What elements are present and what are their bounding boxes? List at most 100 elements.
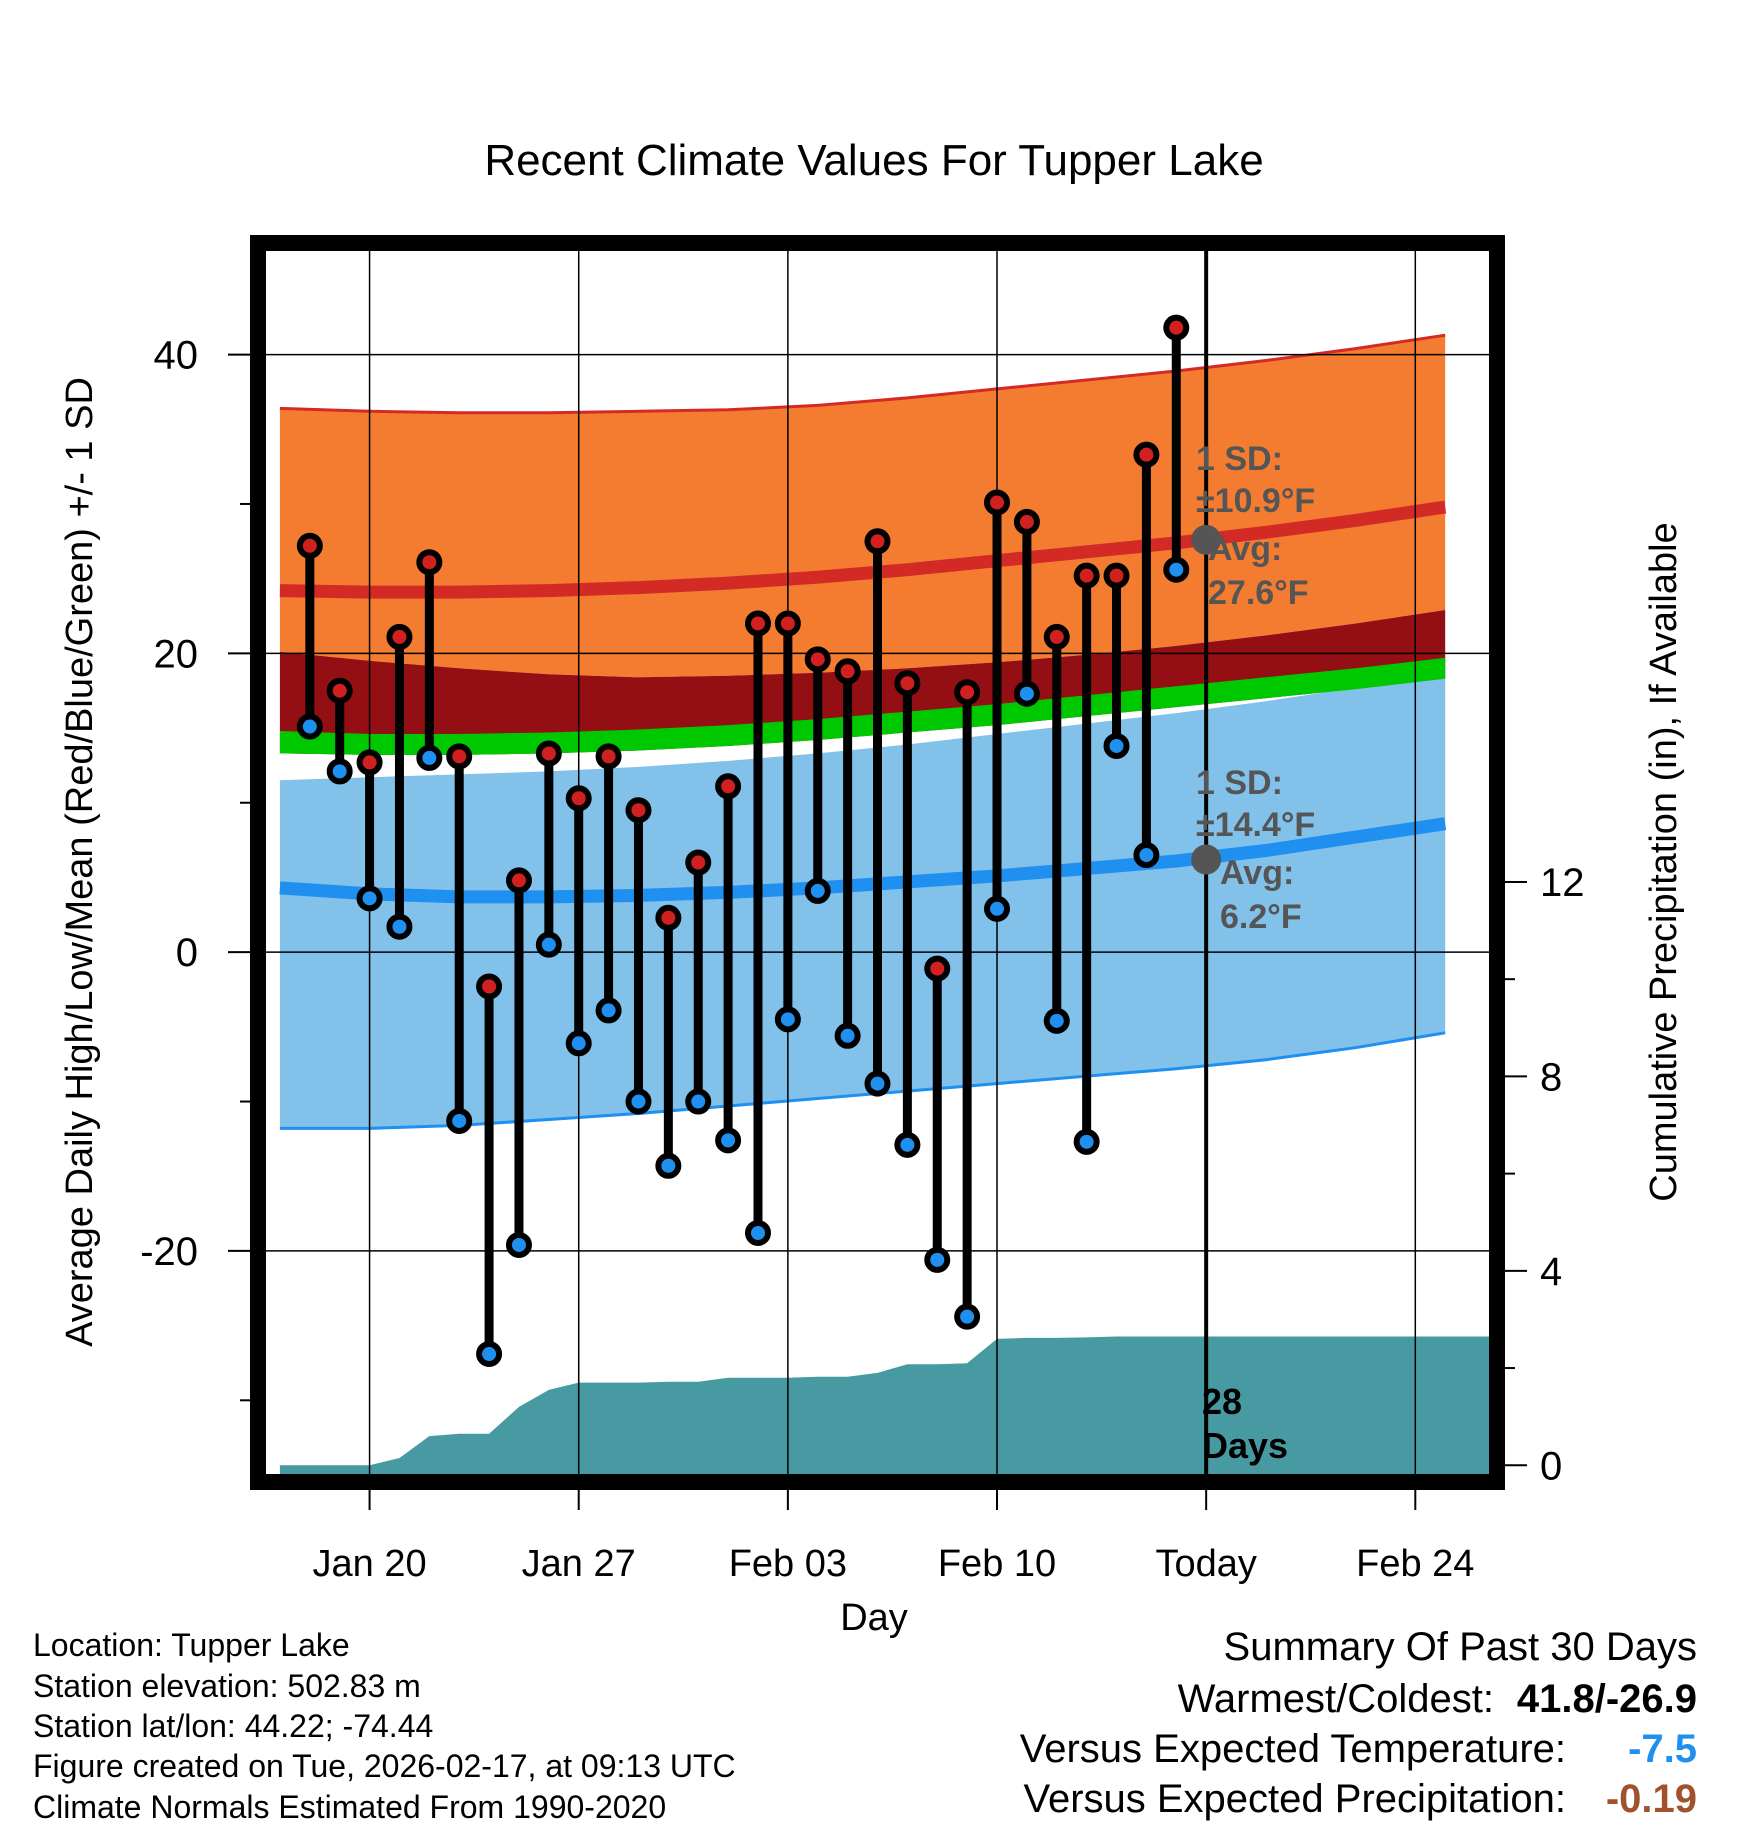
low-point	[595, 997, 622, 1024]
low-lower-sd-line	[279, 1031, 1446, 1130]
high-point	[954, 679, 981, 706]
summary-title: Summary Of Past 30 Days	[1224, 1625, 1697, 1669]
high-point	[864, 528, 891, 555]
high-point	[1073, 562, 1100, 589]
high-point	[774, 610, 801, 637]
high-point	[924, 955, 951, 982]
high-point	[655, 904, 682, 931]
low-point	[625, 1088, 652, 1115]
low-point	[774, 1006, 801, 1033]
x-tick-label: Feb 24	[1356, 1543, 1474, 1585]
info-normals: Climate Normals Estimated From 1990-2020	[33, 1789, 666, 1825]
low-point	[476, 1340, 503, 1367]
high-sd-value: ±10.9°F	[1196, 482, 1315, 520]
y2-axis-label: Cumulative Precipitation (in), If Availa…	[1643, 522, 1685, 1201]
days-label: Days	[1202, 1425, 1288, 1466]
low-point	[804, 877, 831, 904]
low-point	[715, 1127, 742, 1154]
low-point	[1043, 1007, 1070, 1034]
high-point	[505, 867, 532, 894]
low-point	[565, 1030, 592, 1057]
high-avg-line	[279, 500, 1447, 599]
low-point	[1103, 732, 1130, 759]
low-avg-line	[279, 817, 1447, 904]
low-point	[894, 1131, 921, 1158]
high-point	[1013, 508, 1040, 535]
high-point	[1043, 623, 1070, 650]
high-avg-today-dot	[1191, 524, 1222, 555]
summary-temp-label: Versus Expected Temperature:	[1020, 1727, 1566, 1771]
high-point	[894, 670, 921, 697]
low-point	[446, 1107, 473, 1134]
high-point	[296, 532, 323, 559]
x-tick-label: Feb 10	[938, 1543, 1056, 1585]
low-point	[416, 744, 443, 771]
info-elevation: Station elevation: 502.83 m	[33, 1668, 421, 1704]
high-point	[416, 549, 443, 576]
low-avg-value: 6.2°F	[1220, 898, 1302, 936]
low-point	[984, 895, 1011, 922]
high-point	[685, 849, 712, 876]
summary-panel: Summary Of Past 30 Days Warmest/Coldest:…	[1020, 1625, 1697, 1821]
station-info: Location: Tupper Lake Station elevation:…	[33, 1627, 736, 1825]
summary-warmest-label: Warmest/Coldest:	[1178, 1677, 1494, 1721]
annotations: 1 SD: ±10.9°F Avg: 27.6°F 1 SD: ±14.4°F …	[1191, 440, 1315, 1466]
high-point	[804, 646, 831, 673]
plot-area	[265, 250, 1490, 1475]
low-point	[744, 1219, 771, 1246]
high-point	[715, 773, 742, 800]
x-axis-label: Day	[840, 1597, 908, 1639]
x-tick-label: Feb 03	[729, 1543, 847, 1585]
low-sd-value: ±14.4°F	[1196, 806, 1315, 844]
low-point	[655, 1152, 682, 1179]
y-tick-labels: 40 20 0 -20	[140, 334, 198, 1274]
high-point	[744, 610, 771, 637]
axis-ticks	[228, 353, 1527, 1510]
summary-precip-value: -0.19	[1606, 1777, 1697, 1821]
high-avg-label: Avg:	[1208, 530, 1282, 568]
y2-tick-labels: 12 8 4 0	[1540, 861, 1585, 1488]
high-point	[834, 658, 861, 685]
low-point	[296, 713, 323, 740]
low-point	[864, 1070, 891, 1097]
high-point	[446, 743, 473, 770]
low-point	[326, 758, 353, 785]
summary-precip-label: Versus Expected Precipitation:	[1023, 1777, 1566, 1821]
y2-tick-label: 0	[1540, 1444, 1562, 1488]
low-point	[1073, 1128, 1100, 1155]
high-point	[625, 797, 652, 824]
y-tick-label: 0	[176, 931, 198, 975]
low-sd-band	[279, 672, 1446, 1129]
low-point	[834, 1022, 861, 1049]
low-point	[1163, 556, 1190, 583]
high-point	[595, 743, 622, 770]
low-point	[1013, 680, 1040, 707]
x-tick-label: Jan 20	[313, 1543, 427, 1585]
low-point	[356, 885, 383, 912]
chart-title: Recent Climate Values For Tupper Lake	[484, 136, 1263, 185]
y2-tick-label: 4	[1540, 1250, 1562, 1294]
y-axis-label: Average Daily High/Low/Mean (Red/Blue/Gr…	[59, 377, 101, 1347]
days-count: 28	[1202, 1381, 1242, 1422]
high-point	[326, 677, 353, 704]
info-created: Figure created on Tue, 2026-02-17, at 09…	[33, 1748, 736, 1784]
y-tick-label: -20	[140, 1230, 198, 1274]
high-point	[535, 740, 562, 767]
low-avg-today-dot	[1191, 844, 1222, 875]
high-point	[565, 785, 592, 812]
low-avg-label: Avg:	[1220, 854, 1294, 892]
high-point	[1133, 441, 1160, 468]
y2-tick-label: 12	[1540, 861, 1585, 905]
y-tick-label: 20	[154, 632, 199, 676]
mean-band-dark	[279, 610, 1446, 755]
high-upper-sd-line	[279, 333, 1446, 415]
info-latlon: Station lat/lon: 44.22; -74.44	[33, 1708, 433, 1744]
low-point	[386, 913, 413, 940]
high-point	[386, 623, 413, 650]
low-point	[1133, 842, 1160, 869]
y-tick-label: 40	[154, 334, 199, 378]
high-sd-label: 1 SD:	[1196, 440, 1283, 478]
precip-area	[279, 1336, 1490, 1475]
summary-warmest-value: 41.8/-26.9	[1517, 1677, 1697, 1721]
